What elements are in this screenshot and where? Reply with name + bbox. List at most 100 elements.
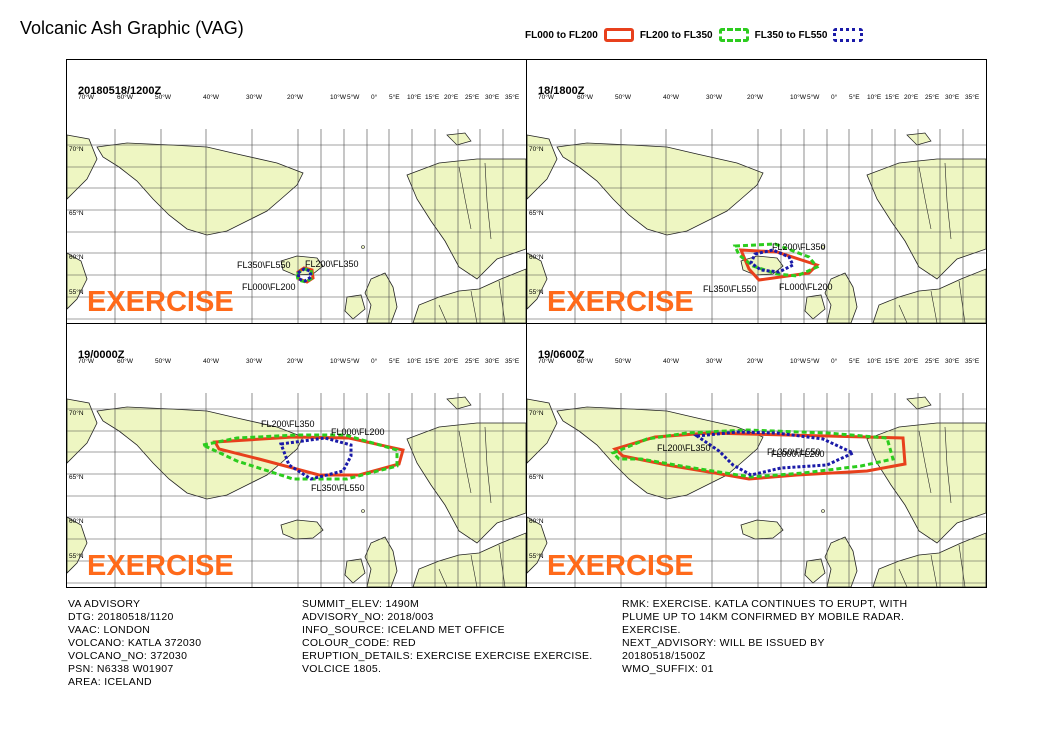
- labrador-landmass: [527, 252, 548, 310]
- sweden-finland-border: [944, 162, 952, 240]
- exercise-watermark: EXERCISE: [87, 550, 234, 582]
- map-frame: 70°W 60°W 50°W 40°W 30°W 20°W 10°W 5°W 0° 5°E 10°E…: [67, 357, 526, 587]
- map-panel-2: 18/1800Z 70°W 60°W 50°W 40°W 30°W 20°W 10°W 5°W…: [526, 59, 987, 324]
- iceland-landmass: [740, 519, 784, 540]
- longitude-label: 30°E: [485, 357, 500, 365]
- latitude-label: 60°N: [529, 517, 544, 525]
- legend-swatch-fl200-fl350: [718, 28, 749, 42]
- poland-border: [930, 554, 938, 587]
- longitude-label: 40°W: [203, 357, 220, 365]
- advisory-line: PLUME UP TO 14KM CONFIRMED BY MOBILE RAD…: [622, 611, 905, 623]
- advisory-line: WMO_SUFFIX: 01: [622, 663, 714, 675]
- faroe-islands: [821, 509, 825, 513]
- advisory-line: NEXT_ADVISORY: WILL BE ISSUED BY: [622, 637, 825, 649]
- longitude-label: 60°W: [577, 357, 594, 365]
- longitude-label: 10°W: [330, 357, 347, 365]
- baltic-border: [498, 280, 506, 323]
- map-panel-4: 19/0600Z 70°W 60°W 50°W 40°W 30°W 20°W 10°W 5°W…: [526, 323, 987, 588]
- longitude-label: 10°E: [407, 357, 422, 365]
- norway-sweden-border: [458, 166, 472, 230]
- longitude-label: 50°W: [615, 357, 632, 365]
- ash-label-2: FL350\FL550: [767, 447, 821, 457]
- iceland-landmass: [280, 519, 324, 540]
- longitude-label: 0°: [831, 93, 838, 101]
- sweden-finland-border: [944, 426, 952, 504]
- longitude-label: 50°W: [155, 357, 172, 365]
- longitude-label: 40°W: [663, 93, 680, 101]
- sweden-finland-border: [484, 162, 492, 240]
- ash-cloud-polygons: [732, 242, 820, 282]
- advisory-line: DTG: 20180518/1120: [68, 611, 174, 623]
- baltic-border: [958, 544, 966, 587]
- advisory-line: ERUPTION_DETAILS: EXERCISE EXERCISE EXER…: [302, 650, 593, 662]
- advisory-line: VOLCICE 1805.: [302, 663, 382, 675]
- exercise-watermark: EXERCISE: [547, 286, 694, 318]
- map-base: 70°W 60°W 50°W 40°W 30°W 20°W 10°W 5°W 0° 5°E 10°E…: [527, 357, 986, 587]
- greenland-landmass: [96, 406, 304, 500]
- greenland-landmass: [96, 142, 304, 236]
- longitude-label: 35°E: [505, 93, 520, 101]
- advisory-line: VOLCANO: KATLA 372030: [68, 637, 202, 649]
- longitude-label: 5°E: [849, 93, 860, 101]
- advisory-line: VAAC: LONDON: [68, 624, 151, 636]
- ash-label-2: FL000\FL200: [331, 427, 385, 437]
- map-panel-3: 19/0000Z 70°W 60°W 50°W 40°W 30°W 20°W 10°W 5°W…: [66, 323, 527, 588]
- ash-area-fl350-fl550: [278, 436, 353, 481]
- greenland-landmass: [556, 406, 764, 500]
- advisory-line: SUMMIT_ELEV: 1490M: [302, 598, 420, 610]
- ash-label-3: FL000\FL200: [242, 282, 296, 292]
- longitude-label: 35°E: [505, 357, 520, 365]
- latitude-label: 70°N: [529, 145, 544, 153]
- norway-sweden-border: [918, 166, 932, 230]
- page-title: Volcanic Ash Graphic (VAG): [20, 18, 244, 38]
- longitude-label: 25°E: [465, 357, 480, 365]
- longitude-label: 20°W: [747, 93, 764, 101]
- baltic-border: [958, 280, 966, 323]
- advisory-line: AREA: ICELAND: [68, 676, 152, 688]
- panel-time-label: 19/0000Z: [78, 349, 125, 361]
- longitude-label: 20°E: [904, 93, 919, 101]
- exercise-watermark: EXERCISE: [87, 286, 234, 318]
- germany-border: [898, 304, 908, 323]
- longitude-label: 10°E: [867, 357, 882, 365]
- labrador-landmass: [527, 516, 548, 574]
- ash-area-fl350-fl550: [692, 430, 857, 477]
- svalbard-landmass: [906, 132, 932, 146]
- longitude-label: 30°W: [246, 357, 263, 365]
- baltic-border: [498, 544, 506, 587]
- longitude-label: 20°E: [444, 357, 459, 365]
- longitude-label: 35°E: [965, 93, 980, 101]
- ireland-landmass: [344, 294, 366, 320]
- ash-label-2: FL200\FL350: [305, 259, 359, 269]
- map-frame: 70°W 60°W 50°W 40°W 30°W 20°W 10°W 5°W 0° 5°E 10°E…: [527, 93, 986, 323]
- longitude-label: 10°W: [790, 357, 807, 365]
- advisory-line: COLOUR_CODE: RED: [302, 637, 416, 649]
- advisory-line: PSN: N6338 W01907: [68, 663, 174, 675]
- longitude-label: 5°W: [807, 357, 820, 365]
- longitude-label: 5°W: [347, 357, 360, 365]
- germany-border: [438, 304, 448, 323]
- sweden-finland-border: [484, 426, 492, 504]
- legend-label-fl350-fl550: FL350 to FL550: [754, 29, 828, 41]
- longitude-label: 70°W: [78, 357, 95, 365]
- ireland-landmass: [804, 294, 826, 320]
- ash-area-fl200-fl350: [732, 242, 820, 278]
- latitude-label: 65°N: [529, 473, 544, 481]
- advisory-column-2: SUMMIT_ELEV: 1490M ADVISORY_NO: 2018/003…: [302, 598, 592, 676]
- greenland-landmass: [556, 142, 764, 236]
- longitude-label: 10°E: [407, 93, 422, 101]
- scandinavia-landmass: [866, 158, 986, 280]
- longitude-label: 15°E: [425, 357, 440, 365]
- longitude-label: 0°: [371, 93, 378, 101]
- longitude-label: 60°W: [117, 357, 134, 365]
- longitude-label: 70°W: [538, 93, 555, 101]
- longitude-label: 20°W: [747, 357, 764, 365]
- latitude-label: 60°N: [69, 253, 84, 261]
- longitude-label: 5°E: [849, 357, 860, 365]
- longitude-label: 35°E: [965, 357, 980, 365]
- longitude-label: 5°W: [347, 93, 360, 101]
- ash-area-fl350-fl550: [749, 248, 796, 274]
- legend-swatch-fl350-fl550: [833, 28, 864, 42]
- ash-label-1: FL200\FL350: [261, 419, 315, 429]
- longitude-label: 30°E: [485, 93, 500, 101]
